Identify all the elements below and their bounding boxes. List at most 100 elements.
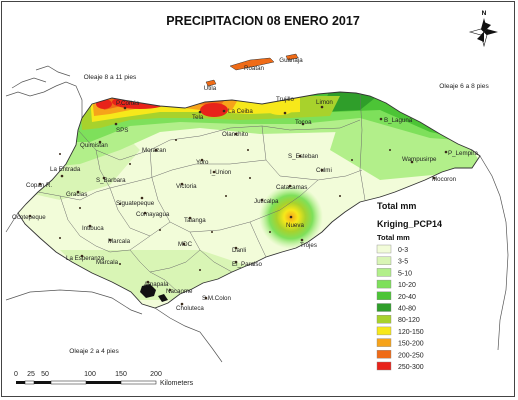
island-label: Utila [204,85,217,92]
city-label: Trojes [300,242,317,249]
city-label: El_Paraiso [232,261,262,268]
gulf-islands [140,284,168,302]
city-label: Choluteca [176,305,204,312]
legend-label: 10-20 [398,282,416,289]
city-label: SPS [116,127,128,134]
sea-note-north-west: Oleaje 8 a 11 pies [84,74,137,81]
city-label: Amapala [144,281,169,288]
city-label: S_Esteban [288,153,319,160]
scale-tick-label: 200 [150,371,162,378]
city-label: Gracias [66,191,87,198]
city-label: Morazan [142,147,167,154]
city-label: Yoro [196,159,209,166]
city-label: P_Lempira [448,150,478,157]
legend-label: 3-5 [398,259,408,266]
scale-segment [24,380,35,385]
city-label: Limon [316,99,333,106]
legend-swatch [376,279,392,289]
scale-tick-label: 50 [41,371,49,378]
city-label: MDC [178,241,193,248]
city-label: Danli [232,247,246,254]
city-label: Marcala [108,238,131,245]
island-label: Guanaja [279,57,303,64]
country-outline [17,91,481,309]
city-label: Talanga [184,217,206,224]
city-label: Tocoa [295,119,312,126]
city-label: Olanchito [222,131,249,138]
legend-label: 150-200 [398,341,424,348]
city-label: Nueva [286,222,304,229]
city-label: Comayagua [136,211,170,218]
legend-subheader: Total mm [377,233,410,242]
city-label: Juticalpa [254,198,279,205]
city-label: Ocotepeque [12,214,46,221]
city-label: Mocoron [432,176,457,183]
legend-swatch [376,256,392,265]
legend-swatch [376,291,392,300]
city-label: Marcala [96,259,119,266]
sea-note-north-east: Oleaje 6 a 8 pies [439,83,489,90]
city-label: Wampusirpe [402,156,437,163]
legend-label: 120-150 [398,329,424,336]
scale-unit: Kilometers [160,380,194,387]
island-label: Roatan [244,65,265,72]
city-label: Tela [192,114,204,121]
legend-label: 5-10 [398,270,412,277]
city-label: Quimistan [80,142,108,149]
scale-bar: 0 25 50 100 150 200 Kilometers [14,371,194,387]
city-label: Nacaome [166,288,193,295]
legend-swatch [376,361,392,371]
city-label: B_Laguna [384,117,413,124]
legend-swatch [376,338,392,347]
scale-tick-label: 25 [27,371,35,378]
legend-items: 0-3 3-5 5-10 10-20 20-40 40-80 80-120 120-150 15… [376,244,424,371]
north-label: N [482,10,487,17]
city-label: La Esperanza [66,255,105,262]
city-label: Intibuca [82,225,104,232]
legend-label: 80-120 [398,317,420,324]
city-label: La Ceiba [228,108,253,115]
legend-label: 250-300 [398,364,424,371]
city-label: Copan R. [26,182,52,189]
scale-segment [50,380,87,385]
map-title: PRECIPITACION 08 ENERO 2017 [166,14,360,28]
legend-swatch [376,350,392,359]
scale-tick-label: 0 [14,371,18,378]
legend-swatch [376,303,392,312]
city-label: S_Barbara [96,177,126,184]
city-label: Culmi [316,167,332,174]
city-label: La Entrada [50,166,81,173]
legend-label: 40-80 [398,306,416,313]
sea-note-south: Oleaje 2 a 4 pies [69,348,119,355]
city-dots [28,105,448,306]
scale-segment [34,381,51,384]
neighbor-land [5,65,509,363]
legend: Total mm Kriging_PCP14 Total mm 0-3 3-5 5-… [376,201,442,371]
scale-segment [86,381,121,384]
legend-header: Total mm [377,201,416,211]
legend-label: 0-3 [398,247,408,254]
legend-label: 20-40 [398,294,416,301]
precip-surface [18,92,480,308]
legend-swatch [376,315,392,324]
bay-islands [205,53,299,87]
scale-tick-labels: 0 25 50 100 150 200 [14,371,162,378]
scale-segment [16,381,25,384]
city-label: S.M.Colon [202,295,231,302]
department-borders [37,92,366,295]
city-label: Siguatepeque [116,200,155,207]
city-label: Catacamas [276,184,307,191]
city-label: I_Union [210,169,232,176]
scale-segment [120,380,157,385]
city-label: Victoria [176,183,197,190]
scale-tick-label: 150 [115,371,127,378]
legend-layer-name: Kriging_PCP14 [377,219,442,229]
north-arrow-icon: N [468,10,498,48]
city-label: P.Cortés [116,100,139,107]
legend-label: 200-250 [398,352,424,359]
legend-swatch [376,326,392,336]
legend-swatch [376,244,392,254]
